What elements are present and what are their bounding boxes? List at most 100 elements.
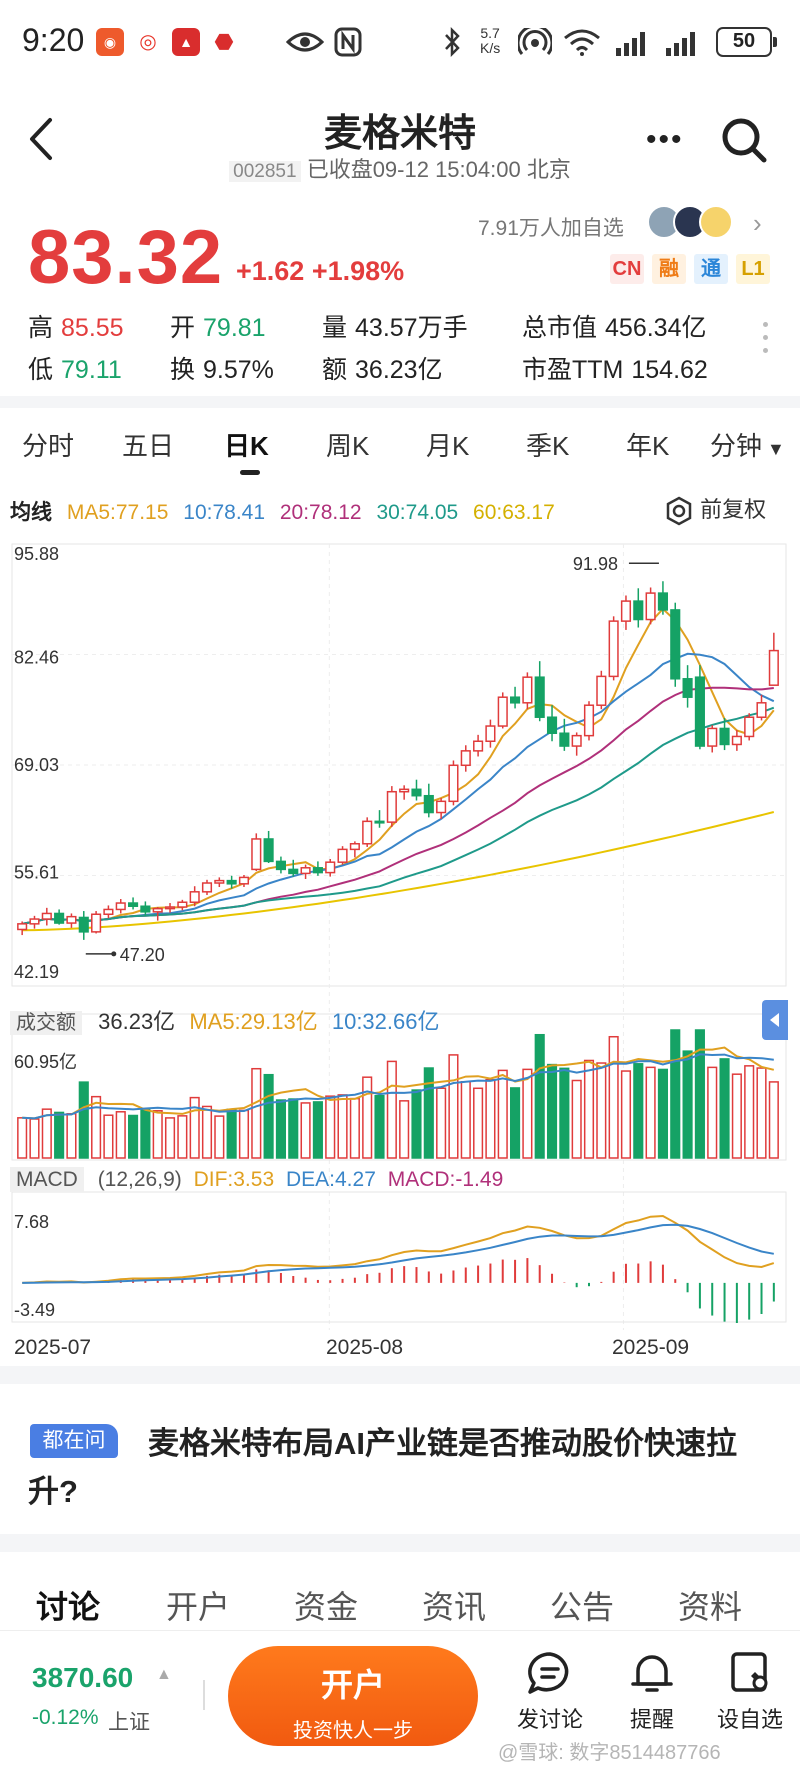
candle (596, 670, 607, 710)
index-value[interactable]: 3870.60 (32, 1662, 134, 1693)
stats-expand-handle[interactable] (763, 322, 769, 361)
candle (29, 915, 40, 929)
volume-label[interactable]: 成交额 (10, 1011, 82, 1035)
macd-label[interactable]: MACD (10, 1167, 84, 1192)
stat-market-cap: 总市值 456.34亿 (522, 314, 707, 342)
candle-body (177, 901, 188, 908)
candle (238, 875, 250, 888)
candle (78, 911, 89, 940)
alert-button[interactable]: 提醒 (612, 1650, 692, 1734)
open-account-button[interactable]: 开户 投资快人一步 (228, 1646, 478, 1746)
back-icon[interactable] (26, 116, 56, 162)
volume-bar (744, 1065, 755, 1159)
tab-monthly-k[interactable]: 月K (426, 431, 470, 461)
followers-count[interactable]: 7.91万人加自选 (478, 217, 624, 240)
candle-body (349, 843, 360, 851)
collapse-panel-button[interactable] (762, 1000, 788, 1040)
volume-bar (374, 1094, 385, 1159)
price-change: +1.62 +1.98% (236, 256, 405, 286)
volume-bar (91, 1095, 102, 1159)
volume-bar (633, 1063, 644, 1159)
volume-bar (608, 1035, 619, 1159)
tab-intraday[interactable]: 分时 (22, 431, 75, 461)
candle (177, 899, 188, 911)
tab-open-account[interactable]: 开户 (166, 1589, 231, 1625)
candle (571, 732, 582, 756)
tab-profile[interactable]: 资料 (678, 1589, 743, 1625)
status-time: 9:20 (22, 22, 85, 58)
tab-discuss[interactable]: 讨论 (36, 1589, 101, 1625)
candle-body (362, 820, 373, 845)
active-tab-indicator (240, 470, 260, 475)
volume-bar (140, 1108, 151, 1159)
tab-quarterly-k[interactable]: 季K (526, 431, 570, 461)
follower-avatars[interactable] (646, 204, 746, 240)
tab-daily-k[interactable]: 日K (224, 431, 269, 461)
volume-bar (189, 1096, 200, 1159)
tab-news[interactable]: 资讯 (422, 1589, 487, 1625)
tab-capital-flow[interactable]: 资金 (294, 1589, 359, 1625)
tab-five-day[interactable]: 五日 (122, 431, 175, 461)
volume-bar (583, 1059, 595, 1159)
volume-bar (115, 1111, 126, 1159)
ma20-value: 20:78.12 (279, 501, 362, 524)
candle (337, 846, 348, 865)
search-icon[interactable] (720, 116, 768, 164)
candle (386, 786, 397, 827)
question-text[interactable]: 麦格米特布局AI产业链是否推动股价快速拉升? (28, 1426, 737, 1509)
macd-value: MACD:-1.49 (387, 1168, 504, 1191)
watermark: @雪球: 数字8514487766 (498, 1742, 721, 1764)
app-notification-icon: ◉ (96, 28, 124, 56)
stat-pe-ttm: 市盈TTM 154.62 (522, 356, 708, 384)
volume-bar (177, 1115, 188, 1159)
tab-announcements[interactable]: 公告 (550, 1589, 615, 1625)
tab-minute[interactable]: 分钟 ▼ (710, 431, 785, 461)
macd-top-label: 7.68 (14, 1212, 49, 1232)
settings-icon (666, 496, 692, 526)
tab-weekly-k[interactable]: 周K (326, 431, 370, 461)
ma10-line (22, 652, 775, 925)
candle-body (386, 790, 397, 823)
y-axis-label: 42.19 (14, 962, 59, 982)
question-card[interactable] (0, 1384, 800, 1534)
volume-bar (238, 1109, 250, 1159)
watchlist-icon (731, 1652, 768, 1692)
post-discussion-button[interactable]: 发讨论 (510, 1650, 590, 1734)
macd-params: (12,26,9) (97, 1168, 182, 1191)
volume-bar (17, 1117, 28, 1159)
volume-bar (497, 1069, 508, 1159)
battery-indicator: 50 (716, 27, 777, 57)
tag-connect: 通 (694, 254, 728, 284)
candle-body (201, 882, 213, 893)
volume-bar (312, 1101, 323, 1159)
candle (645, 587, 656, 625)
add-watchlist-button[interactable]: 设自选 (710, 1650, 790, 1734)
more-icon[interactable]: ••• (646, 123, 684, 156)
ma10-value: 10:78.41 (183, 501, 266, 524)
volume-bar (473, 1087, 484, 1159)
chevron-right-icon[interactable]: › (753, 208, 762, 238)
candle (300, 864, 311, 880)
candle-body (620, 600, 632, 622)
volume-bar (411, 1089, 422, 1159)
volume-bar (164, 1117, 176, 1159)
candle (707, 725, 718, 753)
volume-bar (534, 1033, 545, 1159)
ma60-value: 60:63.17 (473, 501, 555, 524)
volume-bar (226, 1108, 237, 1159)
post-discussion-label: 发讨论 (516, 1707, 583, 1732)
candle-body (54, 912, 65, 924)
dropdown-icon: ▼ (762, 439, 785, 459)
question-tag: 都在问 (30, 1424, 118, 1458)
candle (41, 907, 52, 926)
date-label-jul: 2025-07 (14, 1336, 92, 1359)
candle-body (214, 879, 225, 884)
tab-yearly-k[interactable]: 年K (626, 431, 670, 461)
adjust-button[interactable]: 前复权 (664, 492, 766, 526)
stock-chart[interactable]: 95.88 82.46 69.03 55.61 42.19 91.98 47.20 60.95… (0, 530, 800, 1350)
candle-body (583, 704, 595, 737)
candle (115, 899, 126, 914)
candle-body (473, 740, 484, 752)
volume-bar (731, 1073, 742, 1159)
candle (214, 877, 225, 888)
